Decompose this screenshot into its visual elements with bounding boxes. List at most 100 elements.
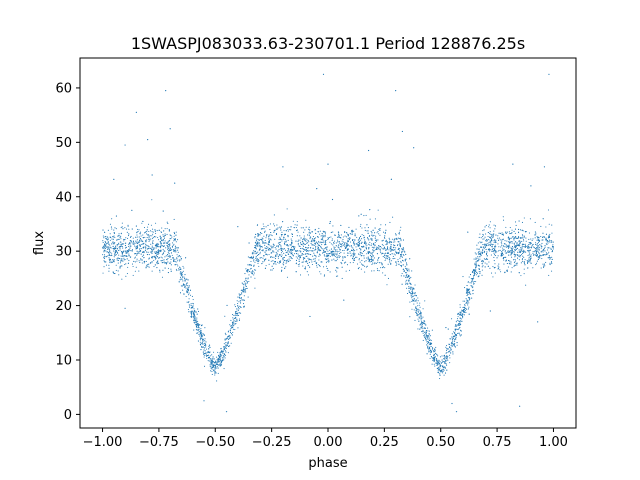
data-point (510, 237, 512, 239)
data-point (389, 258, 391, 260)
data-point (204, 338, 206, 340)
data-point (148, 266, 150, 268)
data-point (178, 269, 180, 271)
data-point (514, 245, 516, 247)
data-point (283, 256, 286, 258)
data-point (291, 240, 293, 242)
data-point (131, 249, 133, 251)
data-point (379, 250, 381, 252)
data-point (342, 259, 344, 261)
data-point (290, 244, 293, 246)
data-point (111, 238, 113, 240)
data-point (279, 238, 282, 241)
data-point (487, 231, 489, 234)
data-point (445, 359, 447, 361)
data-point (383, 236, 386, 239)
data-point (374, 232, 376, 234)
data-point (436, 360, 438, 362)
data-point (390, 262, 392, 264)
data-point (333, 254, 335, 256)
data-point (401, 259, 404, 261)
data-point (168, 230, 170, 232)
data-point (359, 251, 361, 253)
data-point (262, 249, 264, 251)
data-point (374, 218, 376, 220)
data-point (212, 351, 215, 353)
data-point (283, 241, 286, 243)
data-point (424, 335, 426, 337)
data-point (248, 264, 250, 266)
data-point (434, 365, 436, 367)
data-point (494, 272, 496, 274)
data-point (186, 282, 188, 284)
data-point (381, 253, 383, 255)
data-point (191, 295, 193, 297)
data-point (285, 230, 287, 232)
data-point (154, 264, 156, 266)
data-point (484, 244, 486, 246)
data-point (437, 371, 439, 373)
data-point (240, 289, 242, 291)
data-point (478, 268, 480, 270)
data-point (514, 254, 516, 256)
data-point (548, 255, 550, 257)
data-point (546, 240, 549, 242)
data-point (114, 253, 116, 255)
data-point (253, 253, 255, 255)
data-point (287, 250, 289, 252)
data-point (112, 243, 115, 245)
data-point (219, 352, 221, 354)
data-point (308, 231, 310, 233)
data-point (488, 242, 490, 244)
data-point (425, 334, 427, 336)
data-point (500, 255, 502, 257)
data-point (547, 237, 549, 239)
data-point (242, 303, 245, 305)
data-point (395, 234, 397, 236)
data-point (182, 280, 184, 282)
data-point (304, 243, 306, 245)
data-point (537, 236, 539, 238)
data-point (191, 310, 193, 312)
data-point (358, 247, 361, 249)
data-point (317, 249, 319, 251)
data-point (176, 269, 178, 272)
data-point (551, 262, 553, 264)
data-point (156, 267, 158, 269)
data-point (255, 243, 257, 245)
data-point (153, 255, 155, 257)
data-point (386, 243, 389, 245)
data-point (464, 304, 466, 306)
data-point (125, 246, 127, 248)
data-point (174, 258, 176, 260)
data-point (233, 314, 235, 316)
data-point (178, 281, 180, 283)
data-point (398, 241, 400, 243)
data-point (361, 238, 363, 240)
data-point (420, 316, 422, 318)
data-point (258, 254, 260, 256)
data-point (367, 257, 370, 259)
data-point (367, 251, 369, 253)
data-point (502, 245, 505, 247)
data-point (369, 218, 371, 220)
data-point (433, 354, 435, 356)
data-point (429, 346, 431, 348)
data-point (161, 257, 163, 259)
data-point (265, 250, 267, 252)
data-point (110, 262, 112, 264)
data-point (323, 266, 325, 268)
data-point (450, 343, 452, 345)
data-point (246, 270, 248, 272)
data-point (140, 240, 142, 242)
data-point (441, 365, 443, 367)
data-point (273, 263, 275, 265)
data-point (128, 259, 130, 262)
data-point (103, 246, 105, 248)
data-point (257, 261, 259, 263)
data-point (149, 262, 151, 264)
data-point (149, 230, 152, 232)
data-point (360, 242, 363, 244)
data-point (184, 274, 186, 276)
data-point (129, 243, 131, 245)
